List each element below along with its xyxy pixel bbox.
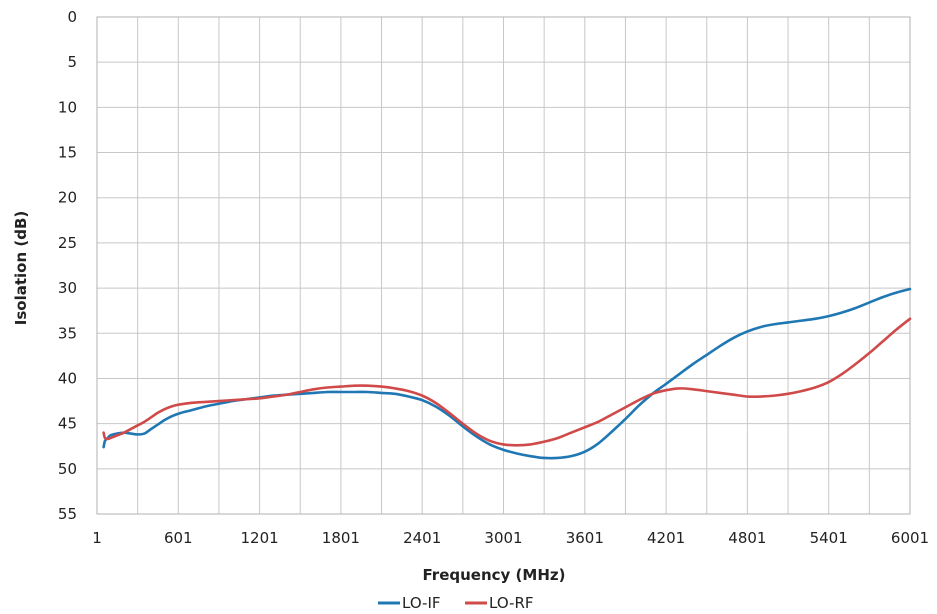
x-tick-label: 4801 — [728, 529, 766, 547]
x-tick-labels: 1 601 1201 1801 2401 3001 3601 4201 4801 5401 6001 — [92, 529, 929, 547]
y-tick-label: 25 — [58, 234, 77, 252]
plot-area-border — [96, 16, 911, 515]
y-tick-label: 45 — [58, 415, 77, 433]
x-tick-label: 3001 — [484, 529, 522, 547]
x-tick-label: 6001 — [891, 529, 929, 547]
x-tick-label: 5401 — [810, 529, 848, 547]
x-tick-label: 4201 — [647, 529, 685, 547]
y-tick-label: 5 — [67, 53, 77, 71]
y-tick-label: 20 — [58, 189, 77, 207]
series-layer — [102, 287, 912, 460]
legend: LO-IF LO-RF — [378, 594, 534, 612]
y-tick-label: 50 — [58, 460, 77, 478]
gridlines — [96, 16, 911, 515]
y-tick-label: 40 — [58, 369, 77, 387]
y-axis-title: Isolation (dB) — [12, 211, 30, 325]
x-tick-label: 1801 — [322, 529, 360, 547]
y-tick-label: 15 — [58, 144, 77, 162]
legend-label-lo-rf: LO-RF — [489, 594, 534, 612]
y-tick-label: 0 — [67, 8, 77, 26]
series-line-lo-if — [102, 287, 912, 460]
x-tick-label: 1 — [92, 529, 102, 547]
y-tick-label: 10 — [58, 98, 77, 116]
series-line-lo-rf — [102, 317, 912, 447]
x-tick-label: 3601 — [566, 529, 604, 547]
y-tick-label: 30 — [58, 279, 77, 297]
y-tick-label: 35 — [58, 324, 77, 342]
x-tick-label: 601 — [164, 529, 193, 547]
y-tick-labels: 0 5 10 15 20 25 30 35 40 45 50 55 — [58, 8, 77, 523]
x-tick-label: 1201 — [241, 529, 279, 547]
x-tick-label: 2401 — [403, 529, 441, 547]
x-axis-title: Frequency (MHz) — [423, 566, 566, 584]
legend-label-lo-if: LO-IF — [402, 594, 441, 612]
y-tick-label: 55 — [58, 505, 77, 523]
